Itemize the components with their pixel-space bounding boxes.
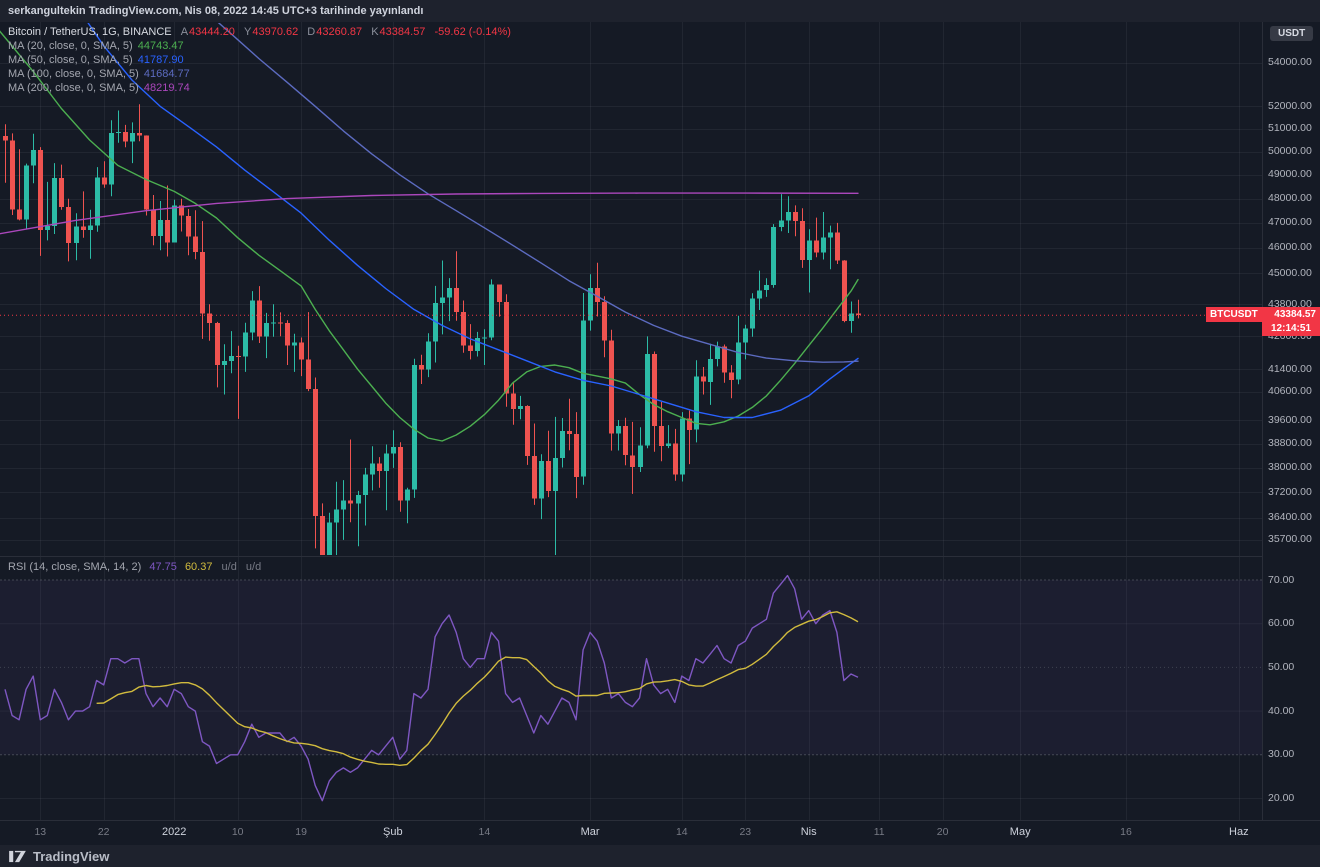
- ma200-legend-row[interactable]: MA (200, close, 0, SMA, 5) 48219.74: [8, 81, 511, 95]
- rsi-value: 47.75: [149, 561, 177, 573]
- ohlc-low-letter: D: [307, 26, 316, 38]
- ohlc-close-value: 43384.57: [379, 26, 426, 38]
- ohlc-close-letter: K: [371, 26, 379, 38]
- time-axis-label: 23: [739, 826, 752, 838]
- price-axis-label: 54000.00: [1268, 56, 1312, 69]
- price-axis-label: 43800.00: [1268, 297, 1312, 310]
- footer-bar: TradingView: [0, 845, 1320, 867]
- time-axis-label: Mar: [580, 826, 600, 838]
- rsi-axis-label: 50.00: [1268, 660, 1295, 673]
- ma200-value: 48219.74: [143, 82, 190, 94]
- price-axis-label: 50000.00: [1268, 145, 1312, 158]
- time-axis-label: 19: [295, 826, 307, 838]
- price-change: -59.62 (-0.14%): [434, 26, 511, 38]
- time-axis-label: Şub: [383, 826, 403, 838]
- price-axis-label: 45000.00: [1268, 266, 1312, 279]
- symbol-legend-row[interactable]: Bitcoin / TetherUS, 1G, BINANCE A43444.2…: [8, 25, 511, 39]
- ma200-label: MA (200, close, 0, SMA, 5): [8, 82, 139, 94]
- ma100-legend-row[interactable]: MA (100, close, 0, SMA, 5) 41684.77: [8, 67, 511, 81]
- rsi-legend-row[interactable]: RSI (14, close, SMA, 14, 2) 47.75 60.37 …: [8, 560, 261, 574]
- price-axis-label: 41400.00: [1268, 362, 1312, 375]
- ma100-value: 41684.77: [143, 68, 190, 80]
- ohlc-open-letter: A: [180, 26, 189, 38]
- publish-info-text: serkangultekin TradingView.com, Nis 08, …: [8, 5, 424, 17]
- price-axis-label: 48000.00: [1268, 192, 1312, 205]
- ma50-value: 41787.90: [137, 54, 184, 66]
- price-axis-label: 35700.00: [1268, 533, 1312, 546]
- price-axis-label: 49000.00: [1268, 168, 1312, 181]
- price-axis-label: 51000.00: [1268, 122, 1312, 135]
- price-axis-label: 39600.00: [1268, 413, 1312, 426]
- price-axis-label: 40600.00: [1268, 385, 1312, 398]
- rsi-extra-1: u/d: [221, 561, 237, 573]
- price-axis-label: 37200.00: [1268, 485, 1312, 498]
- ma20-value: 44743.47: [137, 40, 184, 52]
- ma50-label: MA (50, close, 0, SMA, 5): [8, 54, 133, 66]
- price-axis-label: 47000.00: [1268, 216, 1312, 229]
- price-axis-label: 52000.00: [1268, 99, 1312, 112]
- price-axis-label: 38800.00: [1268, 437, 1312, 450]
- time-axis-label: 10: [231, 826, 244, 838]
- time-axis[interactable]: 13 22 2022 10 19 Şub 14 Mar 14 23 Nis 11 20 May 16 Haz: [0, 820, 1320, 845]
- rsi-axis-label: 20.00: [1268, 792, 1295, 804]
- time-axis-label: Nis: [800, 826, 817, 838]
- ma20-label: MA (20, close, 0, SMA, 5): [8, 40, 133, 52]
- rsi-ma-value: 60.37: [184, 561, 213, 573]
- rsi-extra-2: u/d: [245, 561, 262, 573]
- price-axis-label: 36400.00: [1268, 511, 1312, 524]
- symbol-legend: Bitcoin / TetherUS, 1G, BINANCE A43444.2…: [8, 25, 511, 95]
- ma20-legend-row[interactable]: MA (20, close, 0, SMA, 5) 44743.47: [8, 39, 511, 53]
- time-axis-label: 14: [675, 826, 688, 838]
- price-axis-label: 46000.00: [1268, 241, 1312, 254]
- ma50-legend-row[interactable]: MA (50, close, 0, SMA, 5) 41787.90: [8, 53, 511, 67]
- last-price-label: BTCUSDT 43384.57 12:14:51: [1206, 307, 1320, 336]
- time-axis-label: Haz: [1229, 826, 1249, 838]
- time-axis-label: 20: [936, 826, 949, 838]
- rsi-axis-label: 40.00: [1268, 704, 1295, 717]
- time-axis-label: 14: [478, 826, 491, 838]
- last-price-row: BTCUSDT 43384.57: [1206, 307, 1320, 322]
- tradingview-logo-icon[interactable]: [8, 850, 27, 863]
- rsi-axis-label: 30.00: [1268, 748, 1295, 761]
- ma100-label: MA (100, close, 0, SMA, 5): [8, 68, 139, 80]
- time-axis-label: 2022: [161, 826, 187, 838]
- last-price-symbol: BTCUSDT: [1210, 309, 1258, 320]
- tradingview-brand[interactable]: TradingView: [33, 848, 110, 864]
- time-axis-label: May: [1009, 826, 1031, 838]
- time-axis-label: 16: [1120, 826, 1132, 838]
- last-price-value: 43384.57: [1274, 309, 1316, 320]
- ohlc-high-value: 43970.62: [252, 26, 299, 38]
- price-axis-label: 38000.00: [1268, 461, 1312, 474]
- price-axis[interactable]: USDT 54000.00 52000.00 51000.00 50000.00 490…: [1262, 22, 1320, 845]
- rsi-axis-label: 60.00: [1268, 617, 1295, 630]
- symbol-title[interactable]: Bitcoin / TetherUS, 1G, BINANCE: [8, 26, 172, 38]
- time-axis-label: 13: [34, 826, 47, 838]
- time-axis-label: 22: [97, 826, 110, 838]
- ohlc-high-letter: Y: [244, 26, 252, 38]
- rsi-axis-label: 70.00: [1268, 573, 1295, 586]
- ohlc-open-value: 43444.20: [189, 26, 235, 38]
- bar-countdown: 12:14:51: [1262, 322, 1320, 336]
- rsi-legend: RSI (14, close, SMA, 14, 2) 47.75 60.37 …: [8, 560, 261, 574]
- ohlc-low-value: 43260.87: [316, 26, 363, 38]
- rsi-label: RSI (14, close, SMA, 14, 2): [8, 561, 142, 573]
- time-axis-label: 11: [873, 826, 885, 838]
- publish-header: serkangultekin TradingView.com, Nis 08, …: [0, 0, 1320, 22]
- currency-unit-badge[interactable]: USDT: [1270, 26, 1314, 41]
